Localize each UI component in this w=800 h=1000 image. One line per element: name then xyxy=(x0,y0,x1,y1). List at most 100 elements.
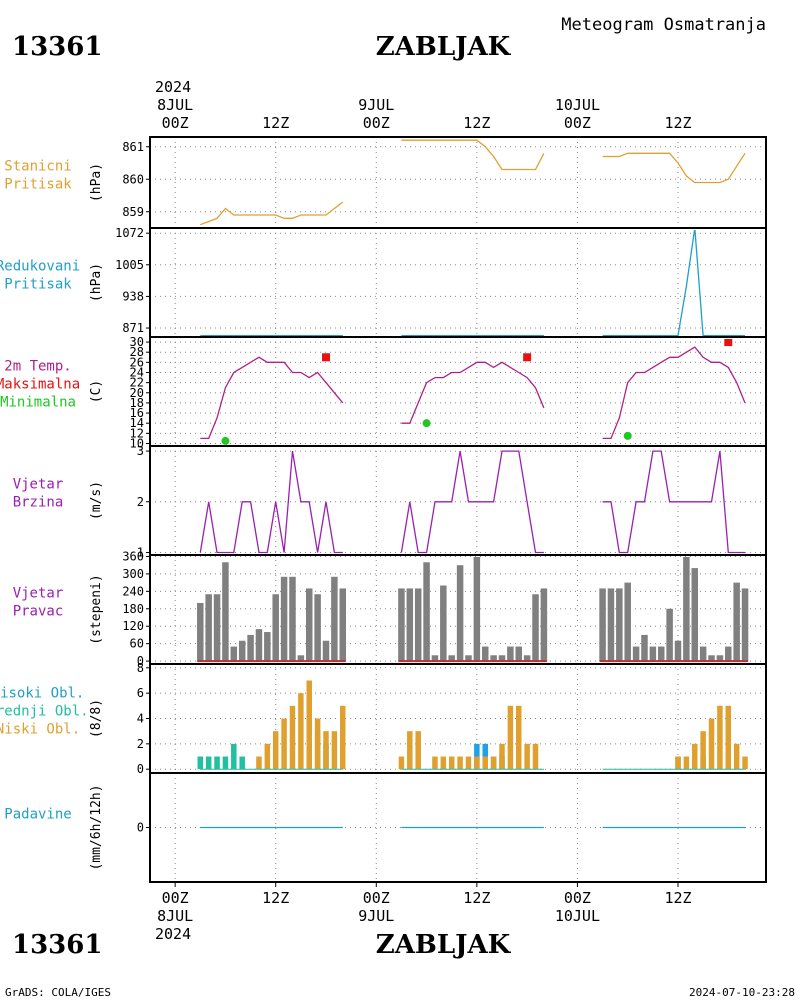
panels: 859860861(hPa)StanicniPritisak8719381005… xyxy=(0,136,767,883)
credit-label: GrADS: COLA/IGES xyxy=(5,986,111,999)
minimum-marker xyxy=(623,431,632,440)
unit-label: (hPa) xyxy=(89,163,104,202)
panel-label: Pritisak xyxy=(4,277,72,293)
direction-bar xyxy=(674,640,682,662)
maximum-marker xyxy=(523,353,532,362)
panel-label: Visoki Obl. xyxy=(0,686,84,702)
cloud-bar xyxy=(516,705,522,770)
cloud-bar xyxy=(448,756,455,770)
cloud-bar xyxy=(281,718,287,770)
cloud-bar xyxy=(742,756,748,770)
ytick-label: 0 xyxy=(137,821,144,835)
top-hour-label: 00Z xyxy=(162,114,189,132)
direction-bar xyxy=(456,565,464,662)
bottom-date-label: 8JUL xyxy=(157,907,193,925)
ytick-label: 0 xyxy=(137,654,144,668)
ytick-label: 6 xyxy=(137,686,144,700)
ytick-label: 14 xyxy=(130,416,144,430)
panel-label: Maksimalna xyxy=(0,377,80,393)
panel-label: Minimalna xyxy=(0,395,76,411)
ytick-label: 26 xyxy=(130,355,144,369)
plot-area xyxy=(199,450,745,554)
panel-label: Niski Obl. xyxy=(0,722,80,738)
cloud-bar xyxy=(306,680,312,770)
bottom-hour-label: 00Z xyxy=(363,889,390,907)
ytick-label: 859 xyxy=(122,205,144,219)
ytick-label: 10 xyxy=(130,436,144,450)
panel-frame xyxy=(149,336,767,447)
cloud-bar xyxy=(214,756,220,770)
cloud-bar xyxy=(340,705,346,770)
cloud-bar xyxy=(490,756,497,770)
direction-bar xyxy=(297,655,305,662)
cloud-bar xyxy=(532,743,539,770)
panel-label: Vjetar xyxy=(13,586,64,602)
cloud-bar xyxy=(272,731,279,770)
plot-area xyxy=(200,139,746,226)
direction-bar xyxy=(691,568,699,662)
direction-bar xyxy=(641,634,648,662)
series-line xyxy=(200,356,344,440)
cloud-bar xyxy=(256,756,262,770)
panel-label: Pravac xyxy=(13,604,64,620)
direction-bar xyxy=(649,646,657,662)
plot-area xyxy=(197,557,749,663)
ytick-label: 871 xyxy=(122,321,144,335)
series-line xyxy=(200,201,344,226)
direction-bar xyxy=(741,588,749,662)
unit-label: (8/8) xyxy=(89,699,104,738)
minimum-marker xyxy=(422,419,431,428)
direction-bar xyxy=(213,594,221,662)
top-hour-label: 00Z xyxy=(363,114,390,132)
direction-bar xyxy=(523,655,531,662)
ytick-label: 18 xyxy=(130,396,144,410)
panel-label: Stanicni xyxy=(4,159,71,175)
bottom-hour-label: 00Z xyxy=(162,889,189,907)
cloud-bar xyxy=(499,743,505,770)
direction-bar xyxy=(515,646,523,662)
unit-label: (m/s) xyxy=(89,481,104,520)
top-date-label: 10JUL xyxy=(555,96,600,114)
panel-station_pressure: 859 860 861 (hPa) Stanicni Pritisak xyxy=(4,136,767,229)
cloud-bar xyxy=(683,756,690,770)
cloud-bar xyxy=(474,743,480,770)
series-line xyxy=(602,346,746,440)
unit-label: (stepeni) xyxy=(89,574,104,644)
bottom-hour-label: 12Z xyxy=(664,889,691,907)
bottom-date-label: 9JUL xyxy=(358,907,394,925)
cloud-bar xyxy=(482,756,488,770)
panel-label: Srednji Obl. xyxy=(0,704,89,720)
top-hour-label: 12Z xyxy=(463,114,490,132)
direction-bar xyxy=(624,582,631,662)
cloud-bar xyxy=(733,743,740,770)
direction-bar xyxy=(414,588,422,662)
bottom-hour-label: 12Z xyxy=(463,889,490,907)
chart-subtitle: Meteogram Osmatranja xyxy=(561,15,766,35)
panel-clouds: 0 2 4 6 8 (8/8) Visoki Obl. Srednji Obl. Niski O… xyxy=(0,661,767,776)
ytick-label: 860 xyxy=(122,172,144,186)
series-line xyxy=(401,361,545,424)
cloud-bar xyxy=(407,731,413,770)
timestamp-label: 2024-07-10-23:28 xyxy=(689,986,795,999)
ytick-label: 120 xyxy=(122,619,144,633)
direction-bar xyxy=(716,655,724,662)
cloud-bar xyxy=(692,743,698,770)
cloud-bar xyxy=(482,743,488,770)
unit-label: (mm/6h/12h) xyxy=(89,784,104,870)
station-name-bottom: ZABLJAK xyxy=(376,930,512,960)
direction-bar xyxy=(431,655,439,662)
direction-bar xyxy=(599,588,606,662)
series-line xyxy=(400,450,544,554)
panel-reduced_pressure: 871 938 1005 1072 (hPa) Redukovani Pritisak xyxy=(0,226,767,338)
direction-bar xyxy=(683,557,690,662)
plot-area xyxy=(200,230,745,336)
top-date-label: 8JUL xyxy=(157,96,193,114)
panel-label: Padavine xyxy=(4,807,71,823)
direction-bar xyxy=(440,585,447,662)
cloud-bar xyxy=(457,756,463,770)
series-line xyxy=(602,450,745,554)
cloud-bar xyxy=(298,693,304,770)
